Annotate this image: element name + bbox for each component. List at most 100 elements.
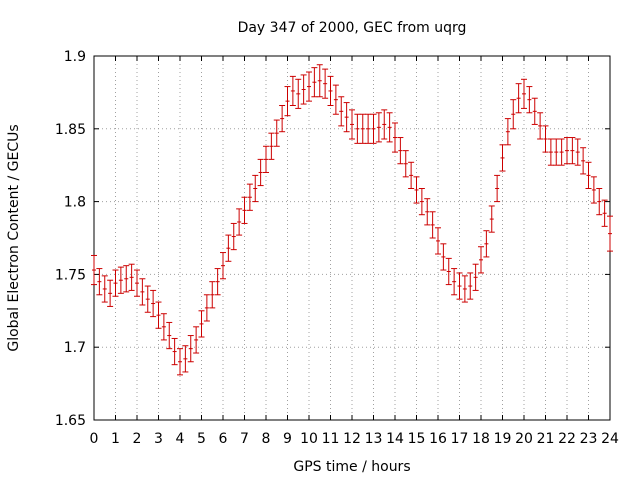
y-tick-label: 1.7 xyxy=(64,340,86,356)
error-bar-point xyxy=(558,138,565,166)
error-bar-point xyxy=(392,122,398,153)
error-bar-point xyxy=(365,113,372,144)
error-bar-point xyxy=(203,294,210,322)
error-bar-point xyxy=(569,137,576,165)
error-bar-point xyxy=(101,275,108,303)
x-tick-label: 11 xyxy=(322,431,340,447)
y-tick-label: 1.9 xyxy=(64,49,86,65)
error-bar-point xyxy=(198,310,205,338)
error-bar-point xyxy=(187,335,194,363)
error-bar-point xyxy=(284,86,291,117)
error-bar-point xyxy=(322,68,329,99)
error-bar-point xyxy=(515,83,522,114)
error-bar-point xyxy=(478,246,484,274)
error-bar-point xyxy=(139,278,146,306)
error-bar-point xyxy=(241,196,248,224)
error-bar-point xyxy=(590,176,597,204)
y-tick-label: 1.75 xyxy=(55,267,86,283)
error-bar-point xyxy=(177,348,183,376)
error-bar-point xyxy=(408,161,415,189)
error-bar-point xyxy=(182,345,189,373)
y-tick-label: 1.65 xyxy=(55,413,86,429)
error-bar-point xyxy=(370,113,377,144)
x-tick-label: 17 xyxy=(451,431,469,447)
error-bar-point xyxy=(91,254,97,286)
error-bar-point xyxy=(607,215,613,252)
error-bar-point xyxy=(596,187,603,216)
error-bar-point xyxy=(327,75,334,107)
error-bar-point xyxy=(338,96,345,127)
error-bar-point xyxy=(96,268,103,296)
error-bar-point xyxy=(467,272,474,300)
error-bar-point xyxy=(155,301,162,329)
error-bar-point xyxy=(510,99,517,130)
error-bar-point xyxy=(236,208,243,236)
error-bar-point xyxy=(166,321,173,350)
x-tick-label: 22 xyxy=(558,431,576,447)
error-bar-point xyxy=(316,64,323,98)
x-tick-label: 6 xyxy=(219,431,228,447)
error-bar-point xyxy=(418,187,425,216)
error-bar-point xyxy=(488,205,495,233)
x-tick-label: 24 xyxy=(601,431,619,447)
error-bar-point xyxy=(295,78,302,109)
x-tick-label: 23 xyxy=(580,431,598,447)
error-bar-point xyxy=(461,275,468,303)
error-bar-point xyxy=(134,269,140,297)
error-bar-point xyxy=(107,279,114,307)
error-bar-point xyxy=(343,102,350,133)
error-bar-point xyxy=(268,132,275,160)
error-bar-point xyxy=(472,263,479,291)
error-bar-point xyxy=(413,176,420,204)
error-bar-point xyxy=(445,257,452,286)
error-bar-point xyxy=(601,199,608,227)
error-bar-point xyxy=(483,230,490,258)
error-bar-point xyxy=(123,265,130,293)
error-bar-point xyxy=(386,112,393,143)
x-tick-label: 2 xyxy=(133,431,142,447)
error-bar-point xyxy=(128,263,135,291)
error-bar-point xyxy=(585,161,592,189)
error-bar-point xyxy=(193,326,200,354)
y-axis-label: Global Electron Content / GECUs xyxy=(6,124,22,351)
error-bar-point xyxy=(553,138,560,166)
error-bar-point xyxy=(257,158,264,187)
error-bar-point xyxy=(375,112,382,143)
error-bar-point xyxy=(171,337,178,366)
error-bar-point xyxy=(402,150,409,178)
error-bar-point xyxy=(542,125,549,153)
error-bar-point xyxy=(279,105,286,133)
x-tick-label: 0 xyxy=(90,431,99,447)
error-bar-point xyxy=(273,119,280,147)
error-bar-point xyxy=(160,313,167,341)
error-bar-point xyxy=(209,281,216,309)
x-tick-label: 12 xyxy=(343,431,361,447)
x-tick-label: 19 xyxy=(494,431,512,447)
error-bar-point xyxy=(381,109,388,140)
error-bar-point xyxy=(359,113,366,144)
x-tick-label: 13 xyxy=(365,431,383,447)
error-bar-point xyxy=(354,113,361,144)
x-tick-label: 21 xyxy=(537,431,555,447)
x-tick-label: 5 xyxy=(197,431,206,447)
axis-ticks: 0 1 2 3 4 5 6 7 8 9 10 11 12 13 14 15 16 17 18 19 20 21 22 23 24… xyxy=(55,49,619,447)
error-bar-point xyxy=(349,109,355,140)
x-tick-label: 9 xyxy=(283,431,292,447)
error-bar-point xyxy=(220,252,226,280)
error-bar-point xyxy=(424,198,431,226)
y-tick-label: 1.8 xyxy=(64,195,86,211)
x-axis-label: GPS time / hours xyxy=(293,459,410,475)
x-tick-label: 14 xyxy=(386,431,404,447)
error-bar-point xyxy=(263,145,269,173)
x-tick-label: 15 xyxy=(408,431,426,447)
error-bar-point xyxy=(150,289,157,318)
error-bar-point xyxy=(332,84,339,115)
error-bar-point xyxy=(580,147,587,175)
error-bar-point xyxy=(456,272,463,300)
error-bar-point xyxy=(547,138,554,166)
chart-title: Day 347 of 2000, GEC from uqrg xyxy=(238,20,467,36)
error-bar-point xyxy=(504,118,511,146)
y-tick-label: 1.85 xyxy=(55,122,86,138)
x-tick-label: 8 xyxy=(262,431,271,447)
